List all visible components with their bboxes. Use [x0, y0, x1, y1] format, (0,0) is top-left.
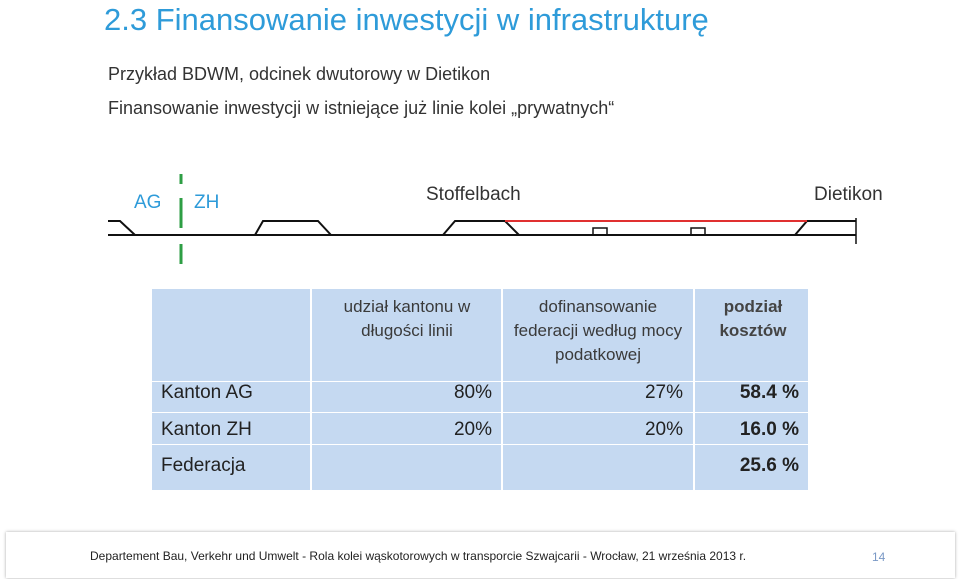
cost-split-value: 58.4 % [739, 382, 799, 403]
slide-subtitle-2: Finansowanie inwestycji w istniejące już… [108, 98, 615, 118]
passing-loops [108, 220, 856, 236]
slide-subtitle: Przykład BDWM, odcinek dwutorowy w Dieti… [108, 64, 491, 84]
cost-split-value: 16.0 % [739, 419, 799, 440]
row-divider [152, 444, 808, 445]
line-diagram: AG ZH Stoffelbach Dietikon [108, 174, 883, 264]
row-divider [152, 381, 808, 382]
page-number: 14 [872, 550, 886, 564]
label-ag: AG [134, 192, 161, 213]
label-zh: ZH [194, 192, 219, 213]
row-label: Federacja [161, 455, 246, 476]
header-share-length: udział kantonu w długości linii [343, 297, 471, 340]
federal-value: 20% [644, 419, 683, 440]
header-cost-split: podział kosztów [719, 297, 787, 340]
station-box [592, 227, 608, 236]
row-label: Kanton AG [161, 382, 253, 403]
passing-loop [108, 220, 136, 236]
federal-value: 27% [644, 382, 683, 403]
row-divider [152, 412, 808, 413]
passing-loop [442, 220, 520, 236]
label-stoffelbach: Stoffelbach [426, 184, 521, 205]
station-box [690, 227, 706, 236]
passing-loop [254, 220, 332, 236]
label-dietikon: Dietikon [814, 184, 883, 205]
footer-bar: Departement Bau, Verkehr und Umwelt - Ro… [6, 532, 955, 578]
footer-text: Departement Bau, Verkehr und Umwelt - Ro… [90, 549, 747, 563]
header-federal-cofinancing: dofinansowanie federacji według mocy pod… [513, 297, 683, 364]
slide-title: 2.3 Finansowanie inwestycji w infrastruk… [104, 2, 709, 37]
share-value: 20% [453, 419, 492, 440]
column-divider [501, 289, 503, 490]
cost-split-value: 25.6 % [739, 455, 799, 476]
column-divider [310, 289, 312, 490]
passing-loop [794, 220, 856, 236]
row-label: Kanton ZH [161, 419, 252, 440]
share-value: 80% [453, 382, 492, 403]
column-divider [693, 289, 695, 490]
cost-table: udział kantonu w długości linii dofinans… [152, 289, 808, 490]
